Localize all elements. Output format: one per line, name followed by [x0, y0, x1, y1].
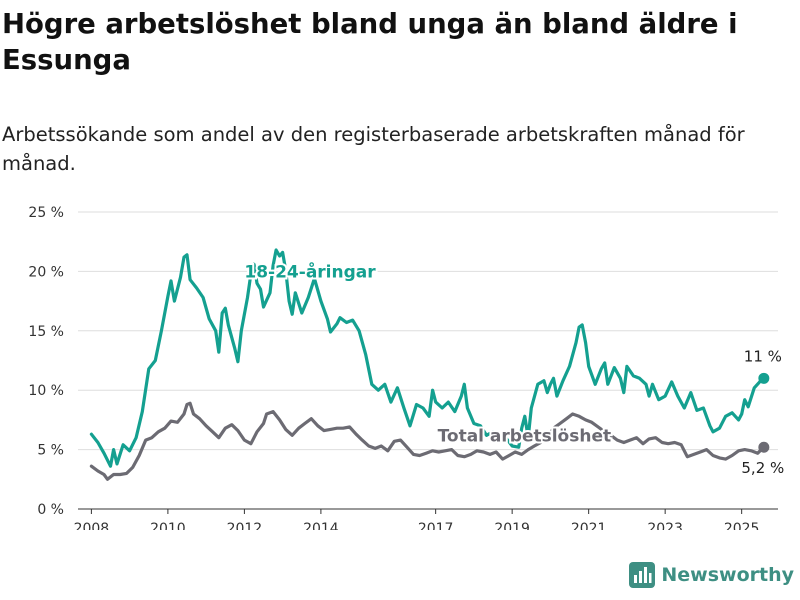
- x-axis: 2008 2010 2012 2014 2017 2019 2021 2023 2025: [74, 508, 778, 530]
- series-line-0: [89, 248, 766, 468]
- x-tick-label: 2010: [150, 521, 186, 530]
- line-chart: 0 %5 %10 %15 %20 %25 % 2008 2010 2012 2014 2…: [28, 205, 784, 530]
- x-tick-label: 2019: [494, 521, 530, 530]
- y-tick-label: 25 %: [28, 205, 64, 221]
- y-tick-label: 15 %: [28, 324, 64, 340]
- grid-lines: 0 % 5 % 10 % 15 % 20 % 25 %: [28, 205, 778, 518]
- x-tick-label: 2023: [647, 521, 683, 530]
- series-endpoint-0: [758, 372, 770, 384]
- series-labels: 18-24-åringar Total arbetslöshet 11 % 5,2 %: [242, 258, 784, 477]
- series-name-label: Total arbetslöshet: [438, 426, 612, 446]
- x-tick-label: 2017: [418, 521, 454, 530]
- brand-name: Newsworthy: [661, 564, 794, 586]
- bar-chart-logo-icon: [629, 562, 656, 588]
- x-tick-label: 2025: [724, 521, 760, 530]
- y-tick-label: 0 %: [37, 502, 64, 518]
- chart-title: Högre arbetslöshet bland unga än bland ä…: [2, 8, 738, 76]
- chart-subtitle: Arbetssökande som andel av den registerb…: [2, 123, 745, 175]
- x-tick-label: 2008: [74, 521, 110, 530]
- series-endpoint-1: [758, 441, 770, 453]
- y-tick-label: 5 %: [37, 443, 64, 459]
- series-lines: [89, 248, 770, 481]
- y-tick-label: 10 %: [28, 383, 64, 399]
- x-tick-label: 2012: [227, 521, 263, 530]
- y-tick-label: 20 %: [28, 264, 64, 280]
- newsworthy-brand: Newsworthy: [629, 562, 794, 588]
- x-tick-label: 2021: [571, 521, 607, 530]
- end-value-label: 11 %: [744, 347, 782, 365]
- x-tick-label: 2014: [303, 521, 339, 530]
- series-line-1: [89, 401, 766, 481]
- end-value-label: 5,2 %: [741, 459, 784, 477]
- series-name-label: 18-24-åringar: [244, 260, 376, 282]
